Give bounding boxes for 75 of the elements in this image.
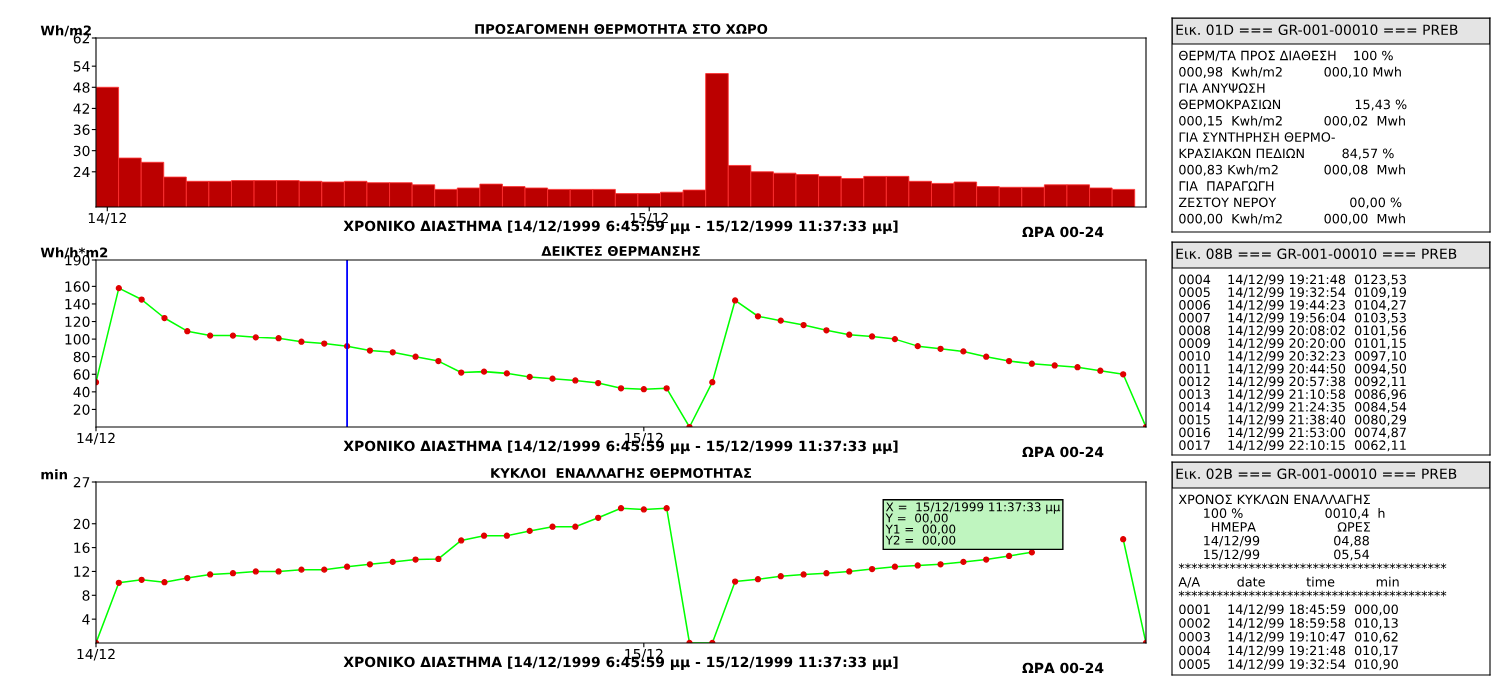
text: ****************************************** [1178, 563, 1447, 570]
text: ΖΕΣΤΟΥ ΝΕΡΟΥ 00,00 % [1178, 197, 1402, 209]
x-tick-label: 14/12 [88, 212, 126, 225]
text: 000,98 Kwh/m2 000,10 Mwh [1179, 66, 1401, 78]
y-tick-label: 60 [73, 369, 90, 380]
y-tick-label: 54 [73, 61, 90, 72]
y-axis-title: min [41, 469, 67, 480]
y-tick-label: 30 [73, 145, 90, 157]
text: 15/12/99 05,54 [1204, 549, 1370, 561]
text: 0008 14/12/99 20:08:02 0101,56 [1179, 325, 1407, 337]
text: 14/12/99 04,88 [1204, 535, 1369, 547]
text: 0002 14/12/99 18:59:58 010,13 [1179, 618, 1398, 630]
annotation: Y2 = 00,00 [885, 535, 956, 546]
y-tick-label: 27 [73, 476, 90, 488]
text: ΩΡΑ 00-24 [1022, 226, 1104, 238]
text: 0017 14/12/99 22:10:15 0062,11 [1179, 440, 1406, 452]
text: 0009 14/12/99 20:20:00 0101,15 [1179, 338, 1406, 350]
text: 0003 14/12/99 19:10:47 010,62 [1179, 631, 1398, 643]
text: 0005 14/12/99 19:32:54 010,90 [1179, 659, 1398, 671]
text: 000,83 Kwh/m2 000,08 Mwh [1179, 164, 1405, 176]
text: ΘΕΡΜ/ΤΑ ΠΡΟΣ ΔΙΑΘΕΣΗ 100 % [1179, 50, 1393, 62]
text: 0005 14/12/99 19:32:54 0109,19 [1179, 287, 1407, 299]
text: 000,00 Kwh/m2 000,00 Mwh [1179, 213, 1405, 225]
y-tick-label: 48 [73, 82, 90, 93]
text: 0004 14/12/99 19:21:48 0123,53 [1179, 274, 1406, 286]
text: ΗΜΕΡΑ ΩΡΕΣ [1212, 522, 1371, 532]
annotation: X = 15/12/1999 11:37:33 μμ [885, 502, 1061, 514]
annotation: Y1 = 00,00 [885, 524, 956, 535]
text: 100 % 0010,4 h [1204, 508, 1385, 520]
chart-title: ΔΕΙΚΤΕΣ ΘΕΡΜΑΝΣΗΣ [541, 246, 700, 257]
text: ****************************************** [1178, 590, 1447, 597]
y-tick-label: 40 [73, 386, 90, 398]
y-tick-label: 36 [73, 124, 90, 136]
text: Εικ. 08B === GR-001-00010 === PREB [1176, 248, 1457, 260]
text: ΚΡΑΣΙΑΚΩΝ ΠΕΔΙΩΝ 84,57 % [1179, 148, 1394, 160]
y-tick-label: 16 [74, 542, 90, 554]
y-tick-label: 8 [82, 590, 90, 601]
text: 0016 14/12/99 21:53:00 0074,87 [1179, 427, 1406, 439]
text: ΩΡΑ 00-24 [1022, 446, 1104, 458]
y-tick-label: 24 [73, 166, 90, 178]
text: Α/Α date time min [1178, 576, 1399, 588]
y-tick-label: 140 [65, 298, 90, 310]
text: 0015 14/12/99 21:38:40 0080,29 [1179, 414, 1407, 426]
text: 0007 14/12/99 19:56:04 0103,53 [1179, 312, 1406, 324]
text: ΓΙΑ ΑΝΥΨΩΣΗ [1179, 83, 1265, 93]
y-tick-label: 80 [73, 351, 90, 363]
y-tick-label: 42 [73, 103, 90, 114]
text: 000,15 Kwh/m2 000,02 Mwh [1179, 115, 1405, 127]
annotation: Y = 00,00 [885, 513, 948, 524]
text: 0013 14/12/99 21:10:58 0086,96 [1179, 389, 1407, 401]
text: ΧΡΟΝΟΣ ΚΥΚΛΩΝ ΕΝΑΛΛΑΓΗΣ [1178, 494, 1370, 505]
text: 0006 14/12/99 19:44:23 0104,27 [1179, 300, 1406, 312]
text: ΩΡΑ 00-24 [1022, 662, 1104, 674]
y-tick-label: 120 [65, 316, 90, 327]
text: 0011 14/12/99 20:44:50 0094,50 [1179, 363, 1407, 375]
text: ΘΕΡΜΟΚΡΑΣΙΩΝ 15,43 % [1179, 99, 1407, 111]
y-tick-label: 20 [73, 518, 90, 530]
y-tick-label: 12 [74, 566, 90, 577]
chart-title: ΠΡΟΣΑΓΟΜΕΝΗ ΘΕΡΜΟΤΗΤΑ ΣΤΟ ΧΩΡΟ [475, 24, 768, 35]
x-tick-label: 14/12 [77, 648, 115, 661]
y-tick-label: 4 [82, 614, 90, 625]
x-tick-label: 14/12 [77, 432, 115, 445]
text: 0014 14/12/99 21:24:35 0084,54 [1179, 402, 1407, 414]
text: Εικ. 02B === GR-001-00010 === PREB [1176, 468, 1457, 480]
text: 0004 14/12/99 19:21:48 010,17 [1179, 645, 1398, 657]
y-tick-label: 20 [73, 404, 90, 415]
text: 0012 14/12/99 20:57:38 0092,11 [1179, 376, 1406, 388]
text: Εικ. 01D === GR-001-00010 === PREB [1176, 24, 1458, 36]
text: 0010 14/12/99 20:32:23 0097,10 [1179, 351, 1407, 363]
chart-title: ΚΥΚΛΟΙ ΕΝΑΛΛΑΓΗΣ ΘΕΡΜΟΤΗΤΑΣ [491, 468, 752, 479]
text: ΓΙΑ ΠΑΡΑΓΩΓΗ [1179, 181, 1274, 191]
y-tick-label: 100 [65, 334, 90, 345]
y-tick-label: 160 [65, 281, 90, 292]
text: 0001 14/12/99 18:45:59 000,00 [1179, 604, 1398, 616]
text: ΓΙΑ ΣΥΝΤΗΡΗΣΗ ΘΕΡΜΟ- [1179, 132, 1335, 142]
